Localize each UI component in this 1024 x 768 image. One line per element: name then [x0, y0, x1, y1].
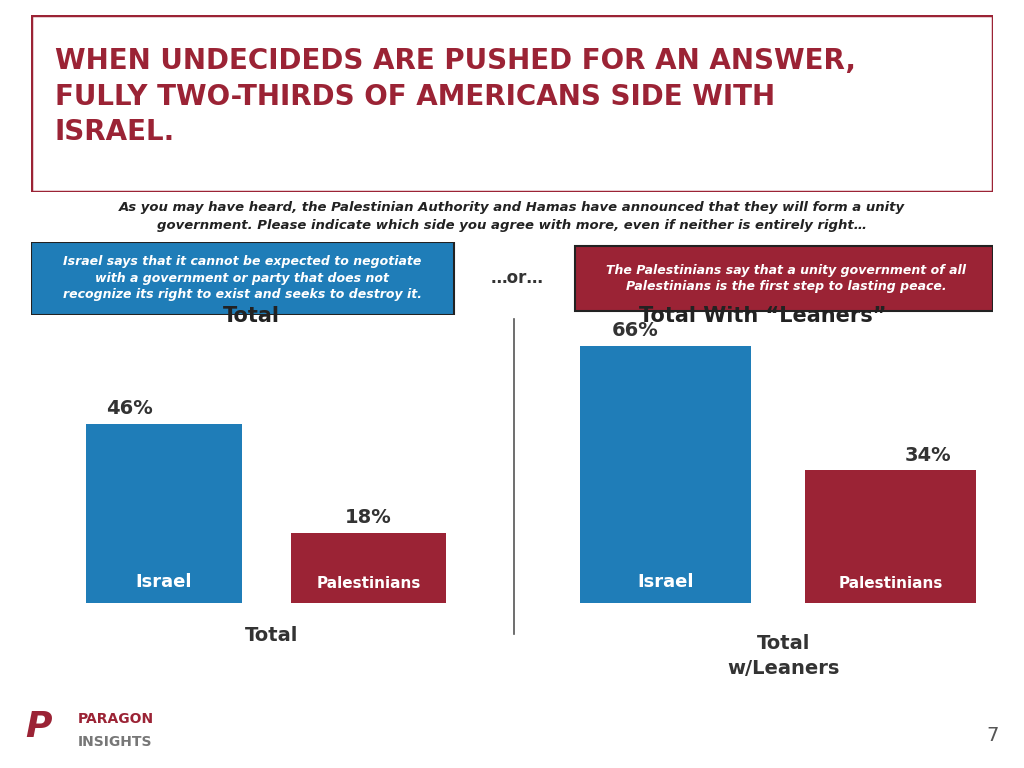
- Text: 34%: 34%: [904, 445, 951, 465]
- FancyBboxPatch shape: [574, 246, 993, 311]
- Text: Total
w/Leaners: Total w/Leaners: [727, 634, 840, 677]
- Bar: [580, 346, 752, 603]
- Text: Total: Total: [245, 626, 298, 645]
- Text: The Palestinians say that a unity government of all
Palestinians is the first st: The Palestinians say that a unity govern…: [606, 263, 967, 293]
- Text: P: P: [26, 710, 52, 743]
- FancyBboxPatch shape: [31, 15, 993, 192]
- Text: PARAGON: PARAGON: [78, 711, 154, 726]
- Text: 46%: 46%: [106, 399, 154, 418]
- Bar: [86, 424, 242, 603]
- Text: Total: Total: [222, 306, 280, 326]
- Text: As you may have heard, the Palestinian Authority and Hamas have announced that t: As you may have heard, the Palestinian A…: [119, 201, 905, 233]
- Text: Israel says that it cannot be expected to negotiate
with a government or party t: Israel says that it cannot be expected t…: [63, 256, 422, 301]
- Text: Israel: Israel: [637, 573, 694, 591]
- Text: Total With “Leaners”: Total With “Leaners”: [639, 306, 887, 326]
- Text: Palestinians: Palestinians: [316, 576, 421, 591]
- FancyBboxPatch shape: [31, 242, 455, 315]
- Text: 18%: 18%: [345, 508, 392, 527]
- FancyBboxPatch shape: [16, 703, 61, 756]
- Text: 7: 7: [986, 726, 998, 745]
- Text: …or…: …or…: [490, 270, 544, 287]
- Bar: [291, 533, 446, 603]
- Text: WHEN UNDECIDEDS ARE PUSHED FOR AN ANSWER,
FULLY TWO-THIRDS OF AMERICANS SIDE WIT: WHEN UNDECIDEDS ARE PUSHED FOR AN ANSWER…: [55, 47, 856, 147]
- Text: Palestinians: Palestinians: [839, 576, 943, 591]
- Text: Israel: Israel: [135, 573, 193, 591]
- Bar: [805, 471, 977, 603]
- Text: INSIGHTS: INSIGHTS: [78, 735, 153, 749]
- Text: 66%: 66%: [611, 321, 658, 340]
